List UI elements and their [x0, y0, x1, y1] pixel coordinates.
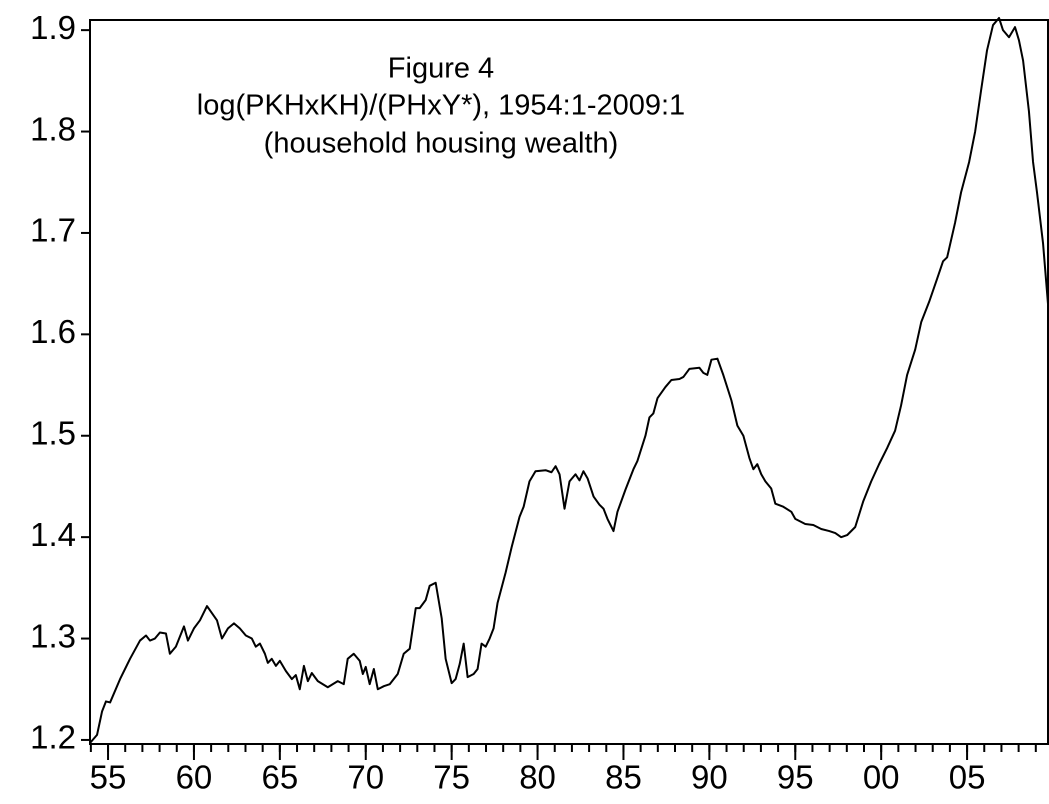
x-tick-label: 55 — [90, 759, 127, 796]
y-tick-label: 1.3 — [30, 617, 76, 654]
y-tick-label: 1.4 — [30, 516, 76, 553]
chart-subtitle: log(PKHxKH)/(PHxY*), 1954:1-2009:1 — [197, 90, 685, 122]
data-line — [89, 16, 1049, 744]
x-tick-label: 75 — [433, 759, 470, 796]
x-tick-label: 05 — [949, 759, 986, 796]
y-tick-label: 1.8 — [30, 110, 76, 147]
x-tick-label: 90 — [691, 759, 728, 796]
x-tick-label: 70 — [347, 759, 384, 796]
y-tick-label: 1.5 — [30, 414, 76, 451]
x-tick-label: 65 — [261, 759, 298, 796]
x-tick-label: 60 — [176, 759, 213, 796]
annotation: (household housing wealth) — [264, 128, 619, 160]
y-tick-label: 1.6 — [30, 313, 76, 350]
chart-title: Figure 4 — [388, 53, 494, 85]
x-tick-label: 80 — [519, 759, 556, 796]
x-tick-label: 00 — [863, 759, 900, 796]
x-tick-label: 85 — [605, 759, 642, 796]
x-tick-label: 95 — [777, 759, 814, 796]
plot-frame — [89, 19, 1049, 745]
y-tick-label: 1.2 — [30, 719, 76, 756]
y-tick-label: 1.9 — [30, 9, 76, 46]
y-tick-label: 1.7 — [30, 212, 76, 249]
